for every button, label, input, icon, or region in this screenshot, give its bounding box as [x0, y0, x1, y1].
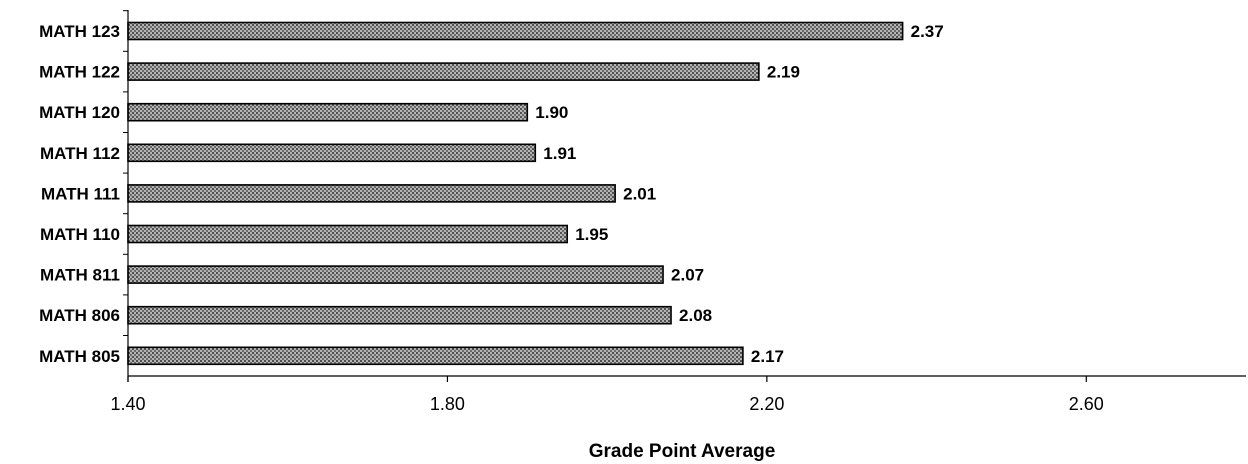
value-label: 1.91	[543, 144, 576, 163]
bar-math-811	[127, 265, 664, 284]
value-label: 2.19	[767, 63, 800, 82]
category-label: MATH 111	[41, 184, 120, 203]
category-label: MATH 110	[40, 225, 120, 244]
x-tick-label: 1.80	[430, 394, 465, 414]
value-label: 1.95	[575, 225, 608, 244]
value-label: 2.37	[911, 22, 944, 41]
category-label: MATH 123	[39, 22, 120, 41]
x-tick-label: 2.60	[1069, 394, 1104, 414]
category-label: MATH 120	[39, 103, 120, 122]
bar-math-110	[127, 224, 569, 244]
category-label: MATH 805	[39, 347, 120, 366]
value-labels: 2.37 2.19 1.90 1.91 2.01 1.95 2.07 2.08 2.17	[535, 22, 943, 366]
x-axis-title: Grade Point Average	[589, 441, 776, 462]
bar-math-805	[127, 346, 744, 366]
x-tick-label: 2.20	[749, 394, 784, 414]
category-label: MATH 811	[40, 266, 120, 285]
bar-math-111	[127, 184, 616, 203]
bar-math-120	[127, 102, 529, 122]
value-label: 2.01	[623, 184, 656, 203]
bar-math-122	[127, 62, 760, 81]
category-label: MATH 122	[39, 63, 120, 82]
category-label: MATH 806	[39, 306, 120, 325]
value-label: 2.08	[679, 306, 712, 325]
value-label: 2.07	[671, 266, 704, 285]
bar-math-112	[127, 143, 537, 163]
category-label: MATH 112	[40, 144, 120, 163]
x-tick-label: 1.40	[110, 394, 145, 414]
value-label: 1.90	[535, 103, 568, 122]
x-axis-ticks: 1.40 1.80 2.20 2.60	[110, 10, 1104, 414]
value-label: 2.17	[751, 347, 784, 366]
bar-math-806	[127, 305, 672, 325]
category-labels: MATH 123 MATH 122 MATH 120 MATH 112 MATH 111…	[39, 22, 120, 366]
bar-math-123	[127, 21, 904, 41]
